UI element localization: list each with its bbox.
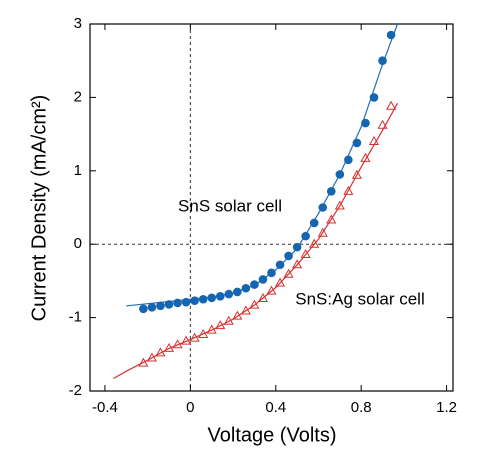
- data-point: [274, 277, 286, 287]
- x-tick-label: 1.2: [436, 399, 457, 416]
- data-point: [386, 30, 396, 40]
- data-point: [181, 297, 191, 307]
- data-point: [368, 135, 380, 145]
- data-point: [284, 251, 293, 261]
- data-point: [301, 231, 310, 241]
- data-point: [334, 200, 345, 210]
- data-point: [155, 347, 166, 357]
- data-point: [138, 357, 149, 367]
- data-point: [292, 259, 303, 269]
- data-point: [318, 203, 328, 212]
- fit-line: [113, 103, 399, 380]
- data-point: [223, 315, 234, 325]
- data-point: [275, 260, 285, 270]
- data-point: [326, 214, 337, 224]
- data-point: [386, 100, 397, 110]
- data-point: [207, 293, 217, 303]
- data-point: [317, 227, 328, 237]
- data-point: [215, 292, 225, 301]
- data-point: [369, 93, 379, 102]
- data-point: [378, 56, 387, 65]
- data-point: [257, 292, 269, 303]
- data-point: [267, 268, 276, 278]
- data-point: [360, 152, 371, 162]
- data-point: [250, 280, 259, 289]
- x-tick-label: 0.8: [351, 399, 372, 416]
- y-tick-label: 0: [74, 235, 82, 252]
- data-point: [233, 287, 242, 297]
- annotation: SnS:Ag solar cell: [295, 289, 424, 308]
- data-point: [146, 352, 157, 362]
- data-point: [344, 155, 353, 165]
- data-point: [309, 218, 319, 228]
- data-point: [249, 299, 260, 309]
- x-tick-label: -0.4: [92, 399, 118, 416]
- data-point: [258, 275, 268, 284]
- data-point: [147, 303, 157, 312]
- data-point: [283, 268, 294, 278]
- data-point: [139, 304, 148, 314]
- data-point: [156, 301, 165, 311]
- data-point: [240, 305, 251, 315]
- data-point: [266, 285, 277, 295]
- data-point: [241, 283, 251, 293]
- y-tick-label: 1: [74, 162, 82, 179]
- data-point: [190, 296, 199, 306]
- data-point: [224, 289, 234, 299]
- data-point: [198, 294, 208, 304]
- data-point: [189, 332, 200, 342]
- data-point: [351, 169, 362, 179]
- y-axis-title: Current Density (mA/cm²): [28, 95, 50, 322]
- data-point: [309, 238, 320, 248]
- data-point: [343, 185, 354, 195]
- fit-line: [126, 23, 399, 307]
- data-point: [181, 335, 192, 345]
- data-point: [300, 248, 311, 258]
- annotation: SnS solar cell: [178, 196, 282, 215]
- data-point: [335, 170, 345, 179]
- data-point: [215, 320, 226, 330]
- data-point: [352, 138, 362, 148]
- plot-frame: [89, 23, 454, 392]
- x-tick-label: 0.4: [265, 399, 286, 416]
- x-axis-title: Voltage (Volts): [208, 424, 337, 446]
- y-tick-label: 2: [74, 88, 82, 105]
- data-point: [377, 119, 388, 129]
- data-point: [232, 310, 243, 320]
- y-tick-label: -1: [69, 309, 82, 326]
- data-point: [172, 339, 183, 349]
- x-tick-label: 0: [186, 399, 194, 416]
- data-point: [361, 118, 370, 128]
- data-point: [292, 242, 302, 252]
- data-point: [206, 324, 217, 334]
- y-tick-label: -2: [69, 382, 82, 399]
- data-point: [198, 328, 209, 338]
- data-point: [163, 342, 175, 352]
- y-tick-label: 3: [74, 15, 82, 32]
- data-point: [173, 298, 182, 308]
- data-point: [326, 187, 336, 196]
- data-point: [164, 300, 174, 309]
